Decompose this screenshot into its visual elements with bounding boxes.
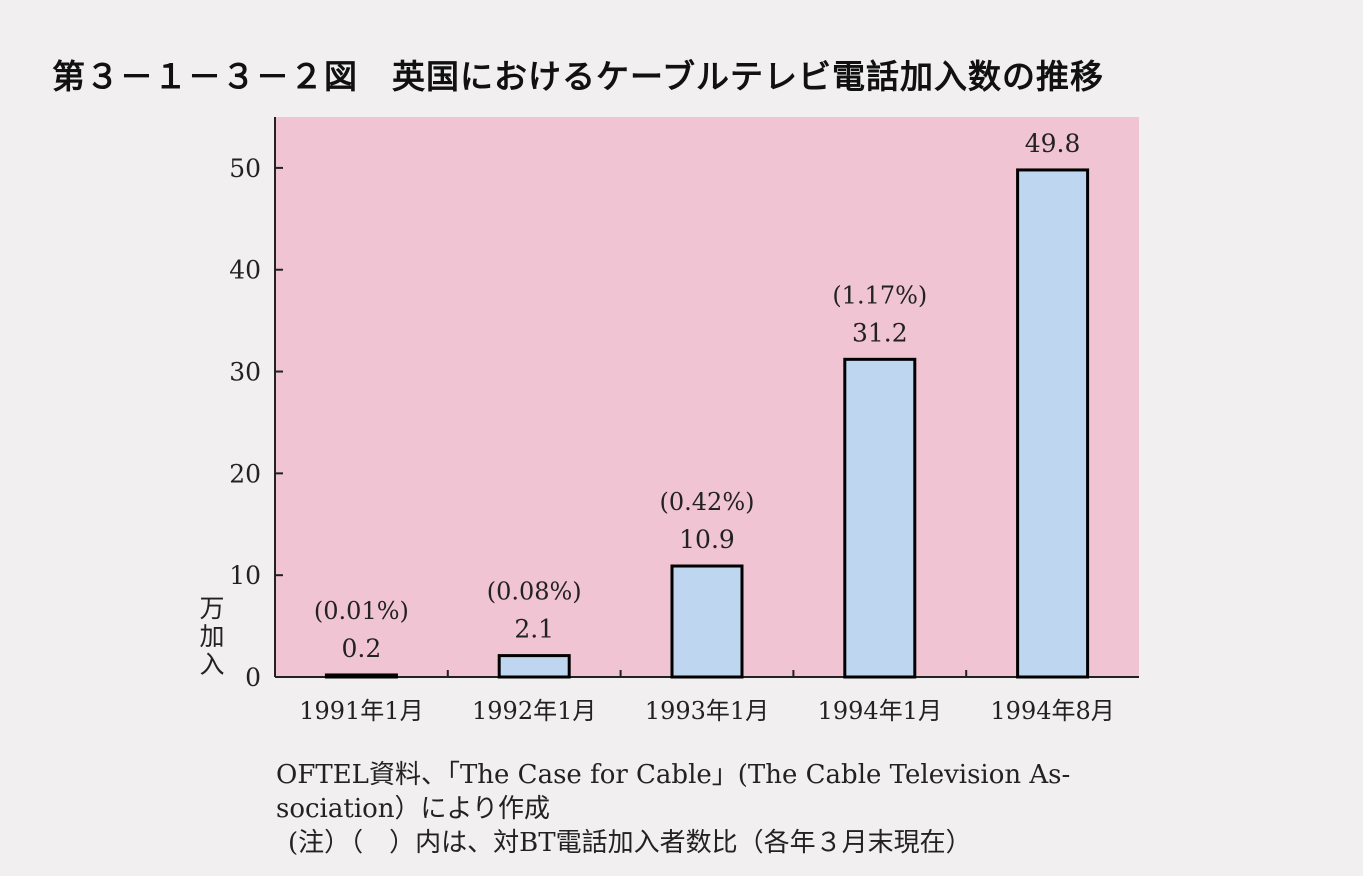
bar-value-label: 31.2: [852, 318, 908, 347]
bar: [670, 564, 744, 679]
y-axis-label-char: 万: [199, 594, 224, 623]
y-axis: 0 10 20 30 40 50: [229, 117, 1139, 692]
y-tick-label: 0: [245, 663, 261, 692]
bar: [843, 357, 917, 679]
y-tick-label: 30: [229, 358, 261, 387]
y-axis-label: 万加入: [199, 594, 224, 679]
chart-title: 第３－１－３－２図 英国におけるケーブルテレビ電話加入数の推移: [52, 57, 1105, 96]
source-notes: OFTEL資料、「The Case for Cable」(The Cable T…: [276, 758, 1156, 860]
bar-value-label: 0.2: [342, 634, 382, 663]
bar-share-label: (0.42%): [660, 488, 755, 516]
bars: 0.2 (0.01%) 2.1 (0.08%) 10.9 (0.42%) 31.2 (1.17…: [314, 129, 1090, 679]
y-axis-label-char: 加: [199, 622, 224, 651]
bar: [324, 673, 398, 679]
y-tick-label: 50: [229, 154, 261, 183]
bar-share-label: (1.17%): [832, 281, 927, 309]
source-line-1: OFTEL資料、「The Case for Cable」(The Cable T…: [276, 760, 1071, 790]
footnote: (注）（ ）内は、対BT電話加入者数比（各年３月末現在）: [288, 828, 972, 858]
source-line-2: sociation）により作成: [276, 794, 551, 824]
bar-share-label: (0.08%): [487, 578, 582, 606]
bar-value-label: 49.8: [1025, 129, 1081, 158]
x-tick-label: 1993年1月: [645, 697, 769, 725]
y-tick-label: 10: [229, 561, 261, 590]
bar-value-label: 10.9: [679, 525, 735, 554]
bar-share-label: (0.01%): [314, 597, 409, 625]
bar-value-label: 2.1: [514, 615, 554, 644]
bar: [1016, 168, 1090, 679]
y-tick-label: 20: [229, 459, 261, 488]
x-tick-label: 1994年8月: [990, 697, 1114, 725]
x-axis-labels: 1991年1月 1992年1月 1993年1月 1994年1月 1994年8月: [299, 670, 1115, 725]
y-tick-label: 40: [229, 256, 261, 285]
x-tick-label: 1994年1月: [818, 697, 942, 725]
y-axis-label-char: 入: [199, 650, 224, 679]
x-tick-label: 1991年1月: [299, 697, 423, 725]
x-tick-label: 1992年1月: [472, 697, 596, 725]
bar: [497, 654, 571, 679]
